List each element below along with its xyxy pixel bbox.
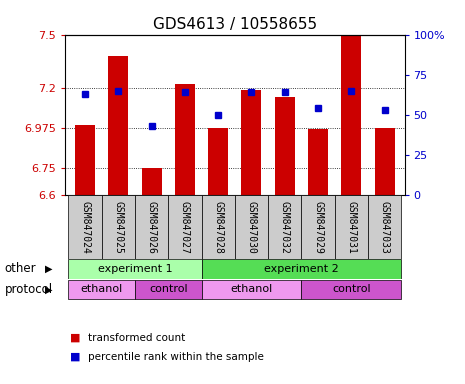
Bar [201, 195, 235, 259]
Text: GSM847025: GSM847025 [113, 201, 123, 254]
Bar [108, 56, 128, 195]
Bar [68, 195, 102, 259]
Text: GSM847027: GSM847027 [180, 201, 190, 254]
Bar [201, 280, 301, 299]
Text: experiment 1: experiment 1 [98, 264, 173, 274]
Text: GSM847024: GSM847024 [80, 201, 90, 254]
Text: experiment 2: experiment 2 [264, 264, 339, 274]
Bar [208, 128, 228, 195]
Title: GDS4613 / 10558655: GDS4613 / 10558655 [153, 17, 317, 32]
Bar [341, 36, 361, 195]
Text: percentile rank within the sample: percentile rank within the sample [88, 352, 264, 362]
Text: GSM847029: GSM847029 [313, 201, 323, 254]
Bar [241, 90, 261, 195]
Text: ethanol: ethanol [230, 284, 272, 294]
Bar [68, 280, 135, 299]
Bar [135, 195, 168, 259]
Text: ■: ■ [70, 333, 80, 343]
Text: ethanol: ethanol [80, 284, 123, 294]
Bar [301, 280, 401, 299]
Text: GSM847032: GSM847032 [280, 201, 290, 254]
Bar [308, 129, 328, 195]
Text: ▶: ▶ [45, 264, 53, 274]
Bar [102, 195, 135, 259]
Bar [135, 280, 201, 299]
Text: control: control [149, 284, 187, 294]
Text: transformed count: transformed count [88, 333, 186, 343]
Bar [275, 97, 295, 195]
Bar [175, 84, 195, 195]
Bar [235, 195, 268, 259]
Bar [375, 128, 395, 195]
Text: GSM847026: GSM847026 [146, 201, 157, 254]
Text: GSM847028: GSM847028 [213, 201, 223, 254]
Bar [142, 168, 162, 195]
Text: control: control [332, 284, 371, 294]
Text: GSM847031: GSM847031 [346, 201, 356, 254]
Text: GSM847030: GSM847030 [246, 201, 257, 254]
Text: ■: ■ [70, 352, 80, 362]
Bar [335, 195, 368, 259]
Bar [75, 125, 95, 195]
Text: other: other [5, 262, 36, 275]
Bar [368, 195, 401, 259]
Text: GSM847033: GSM847033 [379, 201, 390, 254]
Bar [301, 195, 335, 259]
Text: ▶: ▶ [45, 284, 53, 294]
Bar [68, 259, 201, 279]
Bar [201, 259, 401, 279]
Bar [168, 195, 201, 259]
Bar [268, 195, 301, 259]
Text: protocol: protocol [5, 283, 53, 296]
